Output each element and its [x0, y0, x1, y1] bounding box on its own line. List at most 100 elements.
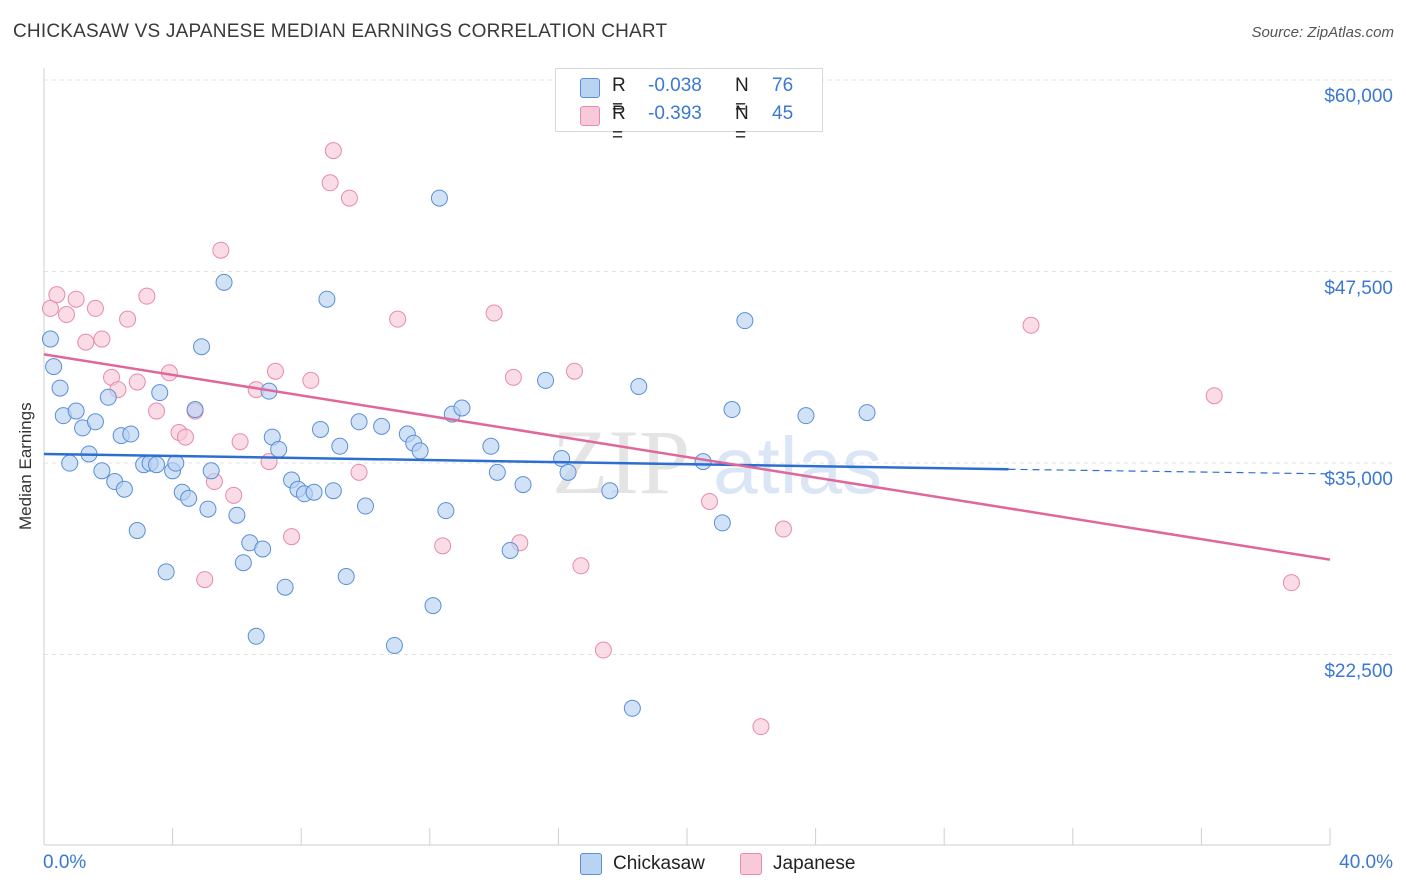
- chickasaw-point: [247, 627, 265, 645]
- japanese-point: [266, 362, 284, 380]
- japanese-point: [58, 306, 76, 324]
- japanese-point: [701, 492, 719, 510]
- source-label: Source: ZipAtlas.com: [1251, 24, 1394, 41]
- japanese-point: [565, 362, 583, 380]
- chickasaw-point: [115, 480, 133, 498]
- japanese-legend-swatch: [740, 853, 762, 875]
- japanese-point: [231, 433, 249, 451]
- chickasaw-point: [193, 338, 211, 356]
- japanese-point: [138, 287, 156, 305]
- chickasaw-point: [93, 462, 111, 480]
- chickasaw-point: [311, 420, 329, 438]
- chickasaw-point: [373, 417, 391, 435]
- japanese-legend-label: Japanese: [773, 853, 856, 874]
- japanese-point: [148, 402, 166, 420]
- japanese-point: [504, 368, 522, 386]
- japanese-swatch: [580, 106, 600, 126]
- chickasaw-point: [630, 378, 648, 396]
- chickasaw-point: [559, 463, 577, 481]
- chickasaw-point: [385, 636, 403, 654]
- japanese-point: [86, 299, 104, 317]
- chickasaw-point: [537, 371, 555, 389]
- japanese-point: [1282, 574, 1300, 592]
- chickasaw-point: [430, 189, 448, 207]
- japanese-point: [48, 286, 66, 304]
- japanese-point: [212, 241, 230, 259]
- japanese-point: [389, 310, 407, 328]
- chickasaw-point: [437, 502, 455, 520]
- chickasaw-point: [186, 401, 204, 419]
- chickasaw-point: [45, 358, 63, 376]
- chickasaw-point: [424, 597, 442, 615]
- japanese-point: [77, 333, 95, 351]
- chickasaw-point: [61, 454, 79, 472]
- y-tick-label: $47,500: [1324, 277, 1393, 299]
- n-label: N =: [735, 103, 749, 146]
- r-value: -0.393: [648, 103, 702, 124]
- r-label: R =: [612, 75, 626, 118]
- chickasaw-point: [180, 489, 198, 507]
- chickasaw-point: [128, 522, 146, 540]
- japanese-point: [485, 304, 503, 322]
- chickasaw-point: [601, 482, 619, 500]
- japanese-point: [41, 299, 59, 317]
- chickasaw-points: [41, 189, 876, 717]
- chickasaw-point: [86, 413, 104, 431]
- chickasaw-point: [482, 437, 500, 455]
- chickasaw-point: [148, 456, 166, 474]
- correlation-legend: R = -0.038 N = 76 R = -0.393 N = 45: [555, 68, 823, 146]
- japanese-point: [1022, 316, 1040, 334]
- chickasaw-point: [858, 404, 876, 422]
- trend-lines: [43, 353, 1331, 561]
- chickasaw-point: [99, 388, 117, 406]
- chickasaw-point: [51, 379, 69, 397]
- japanese-point: [340, 189, 358, 207]
- chickasaw-point: [411, 442, 429, 460]
- japanese-trend-line: [43, 353, 1331, 561]
- japanese-point: [434, 537, 452, 555]
- japanese-point: [572, 557, 590, 575]
- chickasaw-point: [713, 514, 731, 532]
- japanese-point: [321, 174, 339, 192]
- y-tick-label: $60,000: [1324, 86, 1393, 107]
- chickasaw-point: [305, 483, 323, 501]
- chickasaw-point: [623, 699, 641, 717]
- japanese-point: [67, 290, 85, 308]
- japanese-point: [350, 463, 368, 481]
- chickasaw-point: [157, 563, 175, 581]
- chickasaw-point: [254, 540, 272, 558]
- n-label: N =: [735, 75, 749, 118]
- chickasaw-trend-line: [43, 452, 1009, 471]
- japanese-point: [302, 371, 320, 389]
- chickasaw-point: [270, 440, 288, 458]
- japanese-point: [225, 486, 243, 504]
- chickasaw-point: [514, 476, 532, 494]
- r-value: -0.038: [648, 75, 702, 96]
- chickasaw-swatch: [580, 78, 600, 98]
- chickasaw-point: [736, 312, 754, 330]
- chickasaw-legend-swatch: [580, 853, 602, 875]
- japanese-point: [176, 428, 194, 446]
- japanese-point: [1205, 387, 1223, 405]
- n-value: 76: [772, 75, 794, 96]
- chickasaw-point: [215, 273, 233, 291]
- chickasaw-point: [151, 384, 169, 402]
- chickasaw-point: [167, 454, 185, 472]
- x-tick-min: 0.0%: [43, 852, 87, 873]
- japanese-point: [594, 641, 612, 659]
- chickasaw-point: [797, 407, 815, 425]
- n-value: 45: [772, 103, 794, 124]
- chickasaw-point: [318, 290, 336, 308]
- chickasaw-legend-label: Chickasaw: [613, 853, 705, 874]
- x-tick-max: 40.0%: [1339, 852, 1393, 873]
- chickasaw-trend-extension: [1008, 468, 1331, 475]
- chickasaw-point: [67, 402, 85, 420]
- chickasaw-point: [199, 500, 217, 518]
- chickasaw-point: [122, 425, 140, 443]
- chickasaw-point: [350, 413, 368, 431]
- chickasaw-point: [202, 462, 220, 480]
- r-label: R =: [612, 103, 626, 146]
- japanese-point: [752, 718, 770, 736]
- japanese-point: [93, 330, 111, 348]
- chickasaw-point: [324, 482, 342, 500]
